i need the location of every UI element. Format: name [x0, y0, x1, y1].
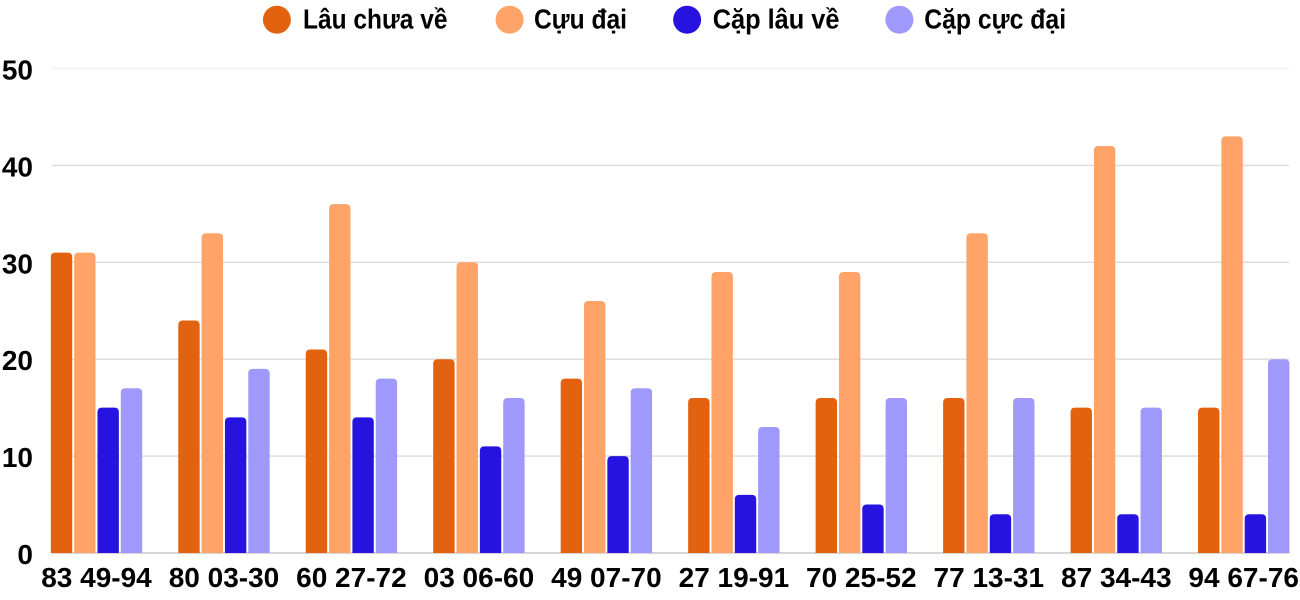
svg-text:10: 10 [2, 442, 33, 473]
svg-text:87 34-43: 87 34-43 [1061, 562, 1172, 593]
svg-text:94 67-76: 94 67-76 [1188, 562, 1299, 593]
svg-text:50: 50 [2, 55, 33, 86]
svg-text:27 19-91: 27 19-91 [679, 562, 790, 593]
svg-text:77 13-31: 77 13-31 [934, 562, 1045, 593]
svg-text:80 03-30: 80 03-30 [169, 562, 280, 593]
svg-text:Lâu chưa về: Lâu chưa về [303, 4, 448, 35]
svg-text:40: 40 [2, 151, 33, 182]
svg-text:60 27-72: 60 27-72 [296, 562, 407, 593]
svg-text:49 07-70: 49 07-70 [551, 562, 662, 593]
svg-text:Cựu đại: Cựu đại [534, 4, 627, 35]
svg-text:20: 20 [2, 345, 33, 376]
svg-text:Cặp cực đại: Cặp cực đại [924, 4, 1066, 35]
svg-text:03 06-60: 03 06-60 [424, 562, 535, 593]
svg-text:70 25-52: 70 25-52 [806, 562, 917, 593]
svg-text:Cặp lâu về: Cặp lâu về [713, 4, 840, 35]
svg-text:0: 0 [17, 539, 33, 570]
svg-text:30: 30 [2, 248, 33, 279]
svg-text:83 49-94: 83 49-94 [41, 562, 152, 593]
